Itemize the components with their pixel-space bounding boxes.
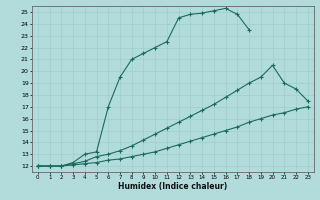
X-axis label: Humidex (Indice chaleur): Humidex (Indice chaleur): [118, 182, 228, 191]
